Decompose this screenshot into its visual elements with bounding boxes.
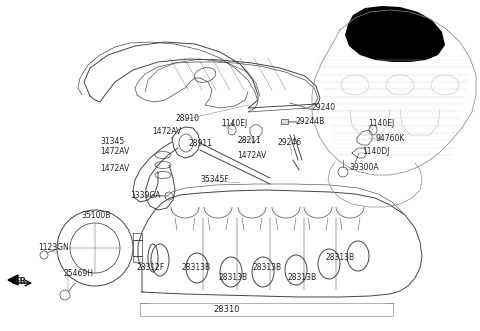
Text: 28313B: 28313B [181, 262, 210, 271]
Text: 28310: 28310 [213, 306, 240, 314]
Text: 29240: 29240 [312, 103, 336, 112]
Text: 1140EJ: 1140EJ [221, 118, 247, 127]
Text: 1472AV: 1472AV [100, 147, 129, 156]
Text: 28312F: 28312F [136, 262, 164, 271]
Text: 28911: 28911 [188, 138, 212, 148]
Text: 1123GN: 1123GN [38, 243, 69, 252]
Text: 1472AV: 1472AV [237, 151, 266, 160]
Text: 1472AV: 1472AV [100, 164, 129, 172]
Text: 29244B: 29244B [296, 117, 325, 125]
Text: 28313B: 28313B [252, 262, 281, 271]
Text: 94760K: 94760K [375, 133, 404, 143]
Text: 28211: 28211 [237, 135, 261, 145]
Text: FR.: FR. [14, 277, 29, 287]
Polygon shape [8, 275, 18, 285]
FancyBboxPatch shape [281, 119, 288, 124]
Text: 25469H: 25469H [63, 269, 93, 278]
Text: 28910: 28910 [175, 114, 199, 122]
Text: 29246: 29246 [277, 137, 301, 147]
Text: 35345F: 35345F [200, 174, 229, 183]
Text: 1472AV: 1472AV [152, 126, 181, 135]
Text: 35100B: 35100B [81, 211, 110, 219]
Text: 31345: 31345 [100, 136, 124, 146]
Text: 28313B: 28313B [287, 273, 316, 282]
Text: 28313B: 28313B [218, 273, 247, 282]
Text: 1140DJ: 1140DJ [362, 147, 389, 156]
Text: 1339GA: 1339GA [130, 191, 160, 200]
Text: 1140EJ: 1140EJ [368, 118, 394, 127]
Text: 28313B: 28313B [325, 254, 354, 262]
Text: 39300A: 39300A [349, 163, 379, 171]
Polygon shape [345, 6, 445, 62]
